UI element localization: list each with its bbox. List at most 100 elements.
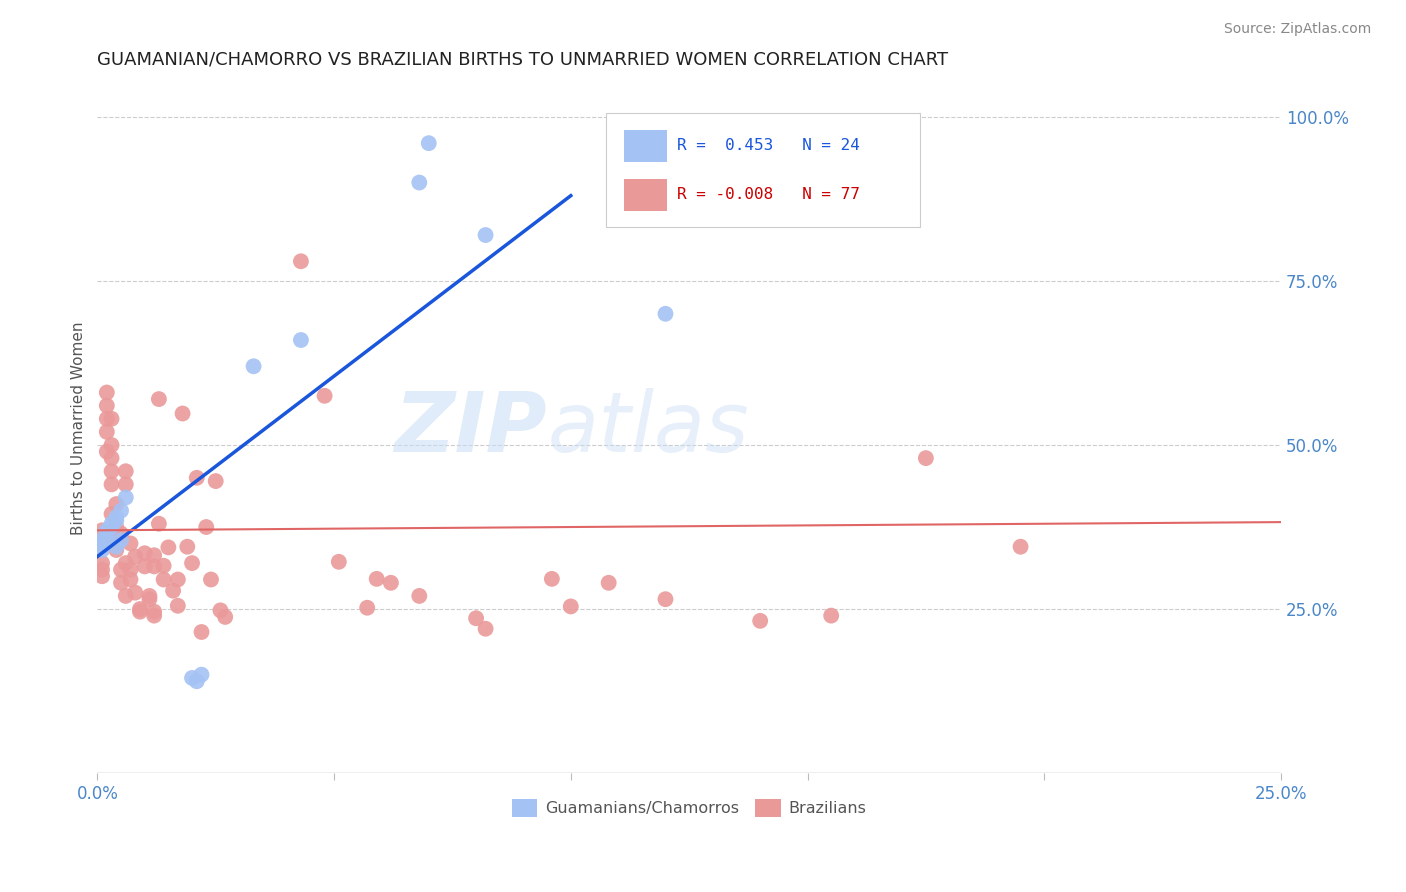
Point: [474, 622, 496, 636]
Point: [91, 540, 114, 554]
Point: [105, 497, 128, 511]
Point: [474, 227, 496, 242]
Point: [162, 583, 184, 598]
Point: [152, 573, 174, 587]
Point: [152, 558, 174, 573]
Point: [200, 573, 222, 587]
Point: [541, 572, 564, 586]
Point: [134, 546, 156, 560]
Text: Source: ZipAtlas.com: Source: ZipAtlas.com: [1223, 22, 1371, 37]
Point: [114, 589, 136, 603]
Point: [124, 549, 146, 564]
Point: [91, 533, 114, 548]
Point: [749, 614, 772, 628]
Point: [100, 438, 122, 452]
Point: [190, 667, 212, 681]
Point: [96, 411, 118, 425]
Point: [242, 359, 264, 374]
Point: [408, 589, 430, 603]
Point: [465, 611, 488, 625]
Point: [120, 573, 142, 587]
Point: [110, 575, 132, 590]
Point: [91, 563, 114, 577]
Point: [328, 555, 350, 569]
Point: [356, 600, 378, 615]
Point: [105, 520, 128, 534]
Point: [915, 451, 938, 466]
Point: [148, 392, 170, 406]
Point: [290, 333, 312, 347]
Point: [114, 491, 136, 505]
Text: R = -0.008   N = 77: R = -0.008 N = 77: [678, 187, 860, 202]
Point: [91, 556, 114, 570]
Point: [314, 389, 336, 403]
Point: [105, 540, 128, 554]
Point: [96, 444, 118, 458]
Point: [195, 520, 218, 534]
Text: R =  0.453   N = 24: R = 0.453 N = 24: [678, 138, 860, 153]
Point: [110, 533, 132, 548]
Point: [820, 608, 842, 623]
Point: [105, 530, 128, 544]
Point: [143, 548, 166, 562]
Point: [190, 625, 212, 640]
Point: [91, 536, 114, 550]
Y-axis label: Births to Unmarried Women: Births to Unmarried Women: [72, 322, 86, 535]
Point: [654, 592, 676, 607]
Point: [124, 585, 146, 599]
Point: [91, 543, 114, 558]
Point: [114, 556, 136, 570]
Point: [209, 603, 232, 617]
Point: [110, 563, 132, 577]
Point: [129, 605, 152, 619]
Point: [186, 471, 208, 485]
Point: [91, 533, 114, 548]
Point: [418, 136, 440, 151]
Point: [91, 569, 114, 583]
Point: [654, 307, 676, 321]
Point: [134, 559, 156, 574]
Point: [290, 254, 312, 268]
Point: [91, 540, 114, 554]
Point: [598, 575, 620, 590]
Text: ZIP: ZIP: [395, 388, 547, 469]
Point: [105, 533, 128, 548]
FancyBboxPatch shape: [624, 130, 666, 161]
FancyBboxPatch shape: [606, 113, 920, 227]
Point: [166, 573, 188, 587]
Point: [105, 543, 128, 558]
Point: [186, 674, 208, 689]
Point: [96, 399, 118, 413]
Point: [143, 605, 166, 619]
Point: [181, 671, 204, 685]
Point: [110, 503, 132, 517]
Point: [148, 516, 170, 531]
Point: [214, 610, 236, 624]
Point: [120, 536, 142, 550]
Point: [91, 524, 114, 538]
Point: [172, 407, 194, 421]
Point: [100, 520, 122, 534]
Text: GUAMANIAN/CHAMORRO VS BRAZILIAN BIRTHS TO UNMARRIED WOMEN CORRELATION CHART: GUAMANIAN/CHAMORRO VS BRAZILIAN BIRTHS T…: [97, 51, 949, 69]
Point: [138, 592, 160, 607]
Point: [120, 563, 142, 577]
Point: [166, 599, 188, 613]
Point: [100, 411, 122, 425]
Point: [96, 524, 118, 538]
Point: [100, 507, 122, 521]
Point: [105, 510, 128, 524]
FancyBboxPatch shape: [624, 179, 666, 211]
Point: [100, 516, 122, 531]
Point: [380, 575, 402, 590]
Point: [100, 477, 122, 491]
Point: [129, 602, 152, 616]
Point: [1010, 540, 1032, 554]
Point: [110, 526, 132, 541]
Point: [143, 608, 166, 623]
Point: [96, 530, 118, 544]
Text: atlas: atlas: [547, 388, 749, 469]
Point: [96, 425, 118, 439]
Point: [181, 556, 204, 570]
Point: [366, 572, 388, 586]
Legend: Guamanians/Chamorros, Brazilians: Guamanians/Chamorros, Brazilians: [505, 792, 873, 823]
